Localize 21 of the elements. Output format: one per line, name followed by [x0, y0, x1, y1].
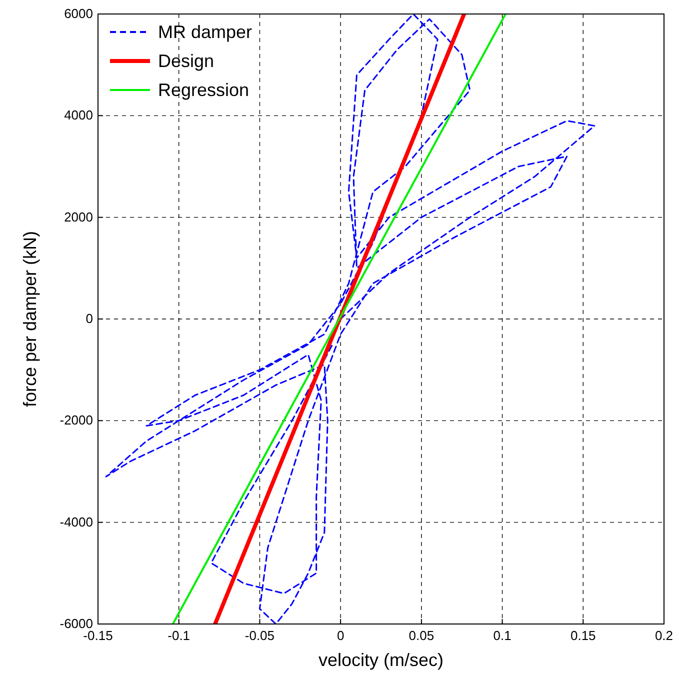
x-tick-label: 0.2	[654, 628, 674, 643]
legend-label: MR damper	[158, 22, 252, 42]
x-tick-label: 0.05	[408, 628, 434, 643]
y-tick-label: 6000	[64, 6, 93, 21]
y-tick-label: -6000	[60, 616, 93, 631]
x-tick-label: -0.1	[168, 628, 190, 643]
x-tick-label: 0.15	[570, 628, 596, 643]
line-series	[105, 14, 596, 624]
y-tick-label: 0	[86, 311, 93, 326]
legend-label: Design	[158, 51, 214, 71]
x-axis-title: velocity (m/sec)	[318, 650, 444, 670]
y-axis-title: force per damper (kN)	[20, 230, 40, 408]
x-tick-label: 0.1	[493, 628, 512, 643]
legend-label: Regression	[158, 80, 250, 100]
x-tick-label: -0.15	[83, 628, 113, 643]
y-tick-label: 4000	[64, 108, 93, 123]
y-tick-label: -4000	[60, 514, 93, 530]
y-tick-label: 2000	[64, 209, 93, 224]
y-tick-label: -2000	[60, 412, 93, 428]
x-tick-label: -0.05	[244, 628, 275, 643]
x-tick-label: 0	[336, 628, 344, 643]
